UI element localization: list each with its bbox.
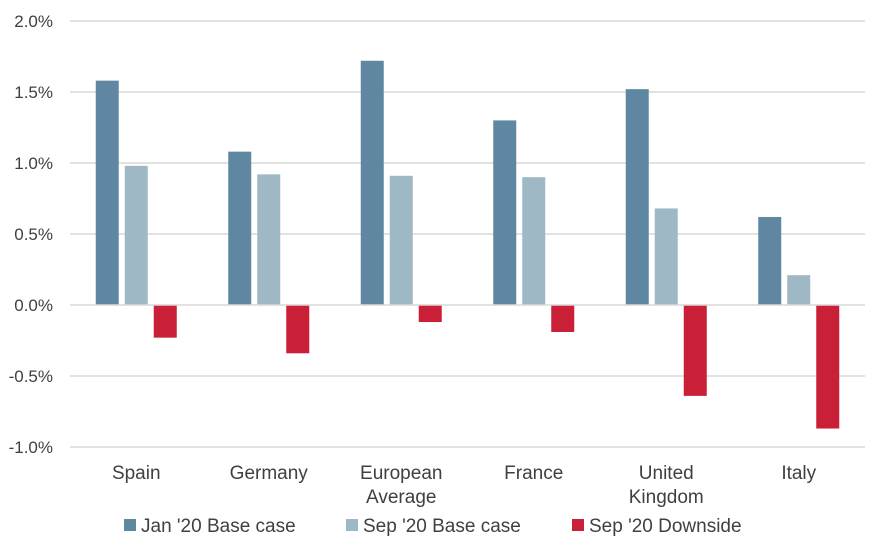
- y-tick-label: 0.5%: [14, 225, 53, 244]
- x-tick-label: European: [360, 463, 442, 484]
- x-tick-label: Kingdom: [629, 487, 704, 508]
- x-tick-label: Germany: [230, 463, 309, 484]
- bar: [625, 89, 649, 305]
- bar: [153, 305, 177, 338]
- y-tick-label: -1.0%: [9, 438, 53, 457]
- y-tick-label: 1.0%: [14, 154, 53, 173]
- y-tick-label: 1.5%: [14, 83, 53, 102]
- legend-label: Sep '20 Base case: [363, 516, 521, 537]
- x-tick-label: France: [504, 463, 563, 484]
- x-tick-label: Average: [366, 487, 436, 508]
- y-tick-label: 0.0%: [14, 296, 53, 315]
- bar: [360, 60, 384, 306]
- x-axis: Spain Germany European Average France United K…: [112, 463, 817, 508]
- gridlines: [70, 20, 865, 448]
- bar: [683, 305, 707, 396]
- bar: [228, 151, 252, 305]
- bar: [124, 165, 148, 305]
- x-tick-label: Spain: [112, 463, 161, 484]
- bars: [95, 60, 840, 429]
- bar: [758, 216, 782, 305]
- legend-swatch: [346, 519, 358, 531]
- y-tick-label: -0.5%: [9, 367, 53, 386]
- legend-label: Sep '20 Downside: [589, 516, 742, 537]
- bar: [418, 305, 442, 323]
- bar: [389, 175, 413, 305]
- bar: [522, 177, 546, 305]
- x-tick-label: United: [639, 463, 694, 484]
- legend-swatch: [572, 519, 584, 531]
- x-tick-label: Italy: [781, 463, 816, 484]
- bar: [286, 305, 310, 354]
- bar: [257, 174, 281, 305]
- bar: [816, 305, 840, 429]
- bar: [493, 120, 517, 306]
- bar: [787, 275, 811, 305]
- bar: [551, 305, 575, 332]
- bar: [95, 80, 119, 305]
- bar: [654, 208, 678, 305]
- legend: Jan '20 Base case Sep '20 Base case Sep '2…: [124, 516, 742, 537]
- y-tick-label: 2.0%: [14, 12, 53, 31]
- y-axis: 2.0% 1.5% 1.0% 0.5% 0.0% -0.5% -1.0%: [9, 12, 53, 457]
- legend-swatch: [124, 519, 136, 531]
- legend-label: Jan '20 Base case: [141, 516, 296, 537]
